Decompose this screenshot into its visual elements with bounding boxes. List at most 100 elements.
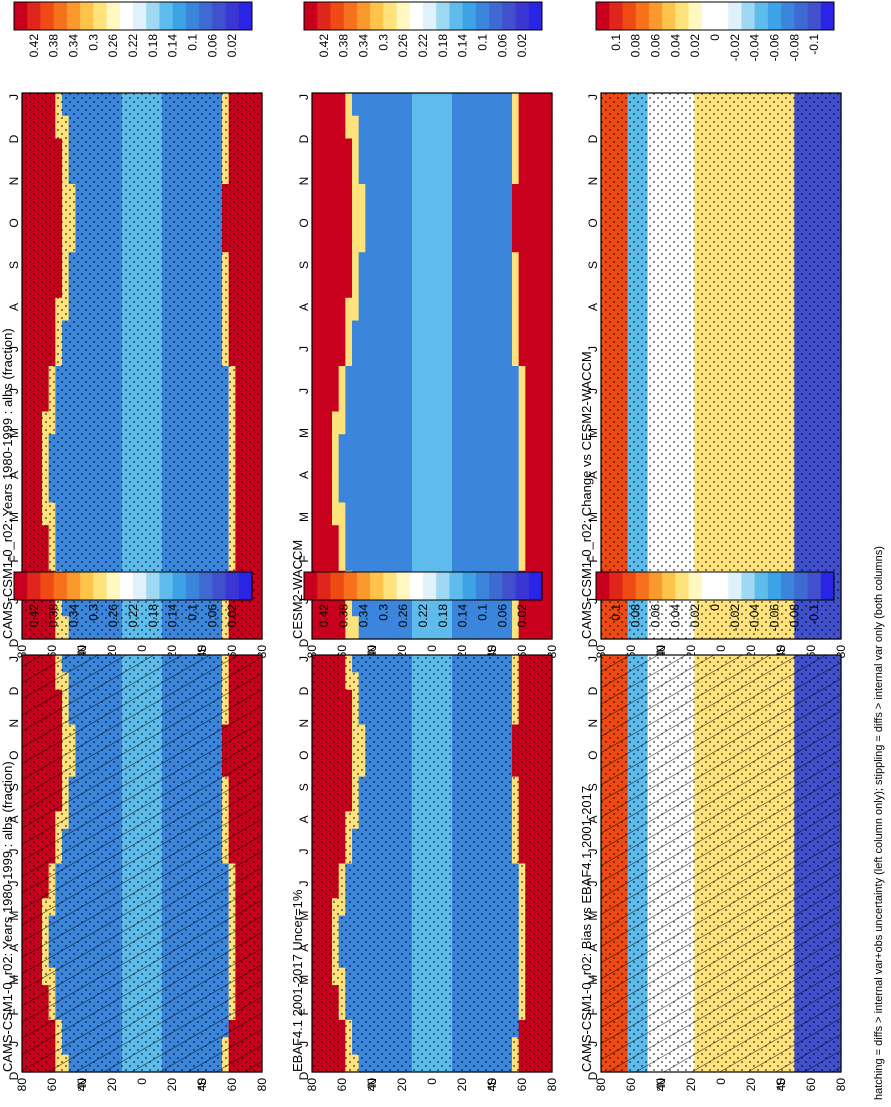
heatmap-cell xyxy=(498,161,506,185)
heatmap-cell xyxy=(505,229,513,253)
heatmap-cell xyxy=(425,184,433,208)
heatmap-cell xyxy=(385,184,393,208)
heatmap-cell xyxy=(385,93,393,117)
heatmap-cell xyxy=(392,502,400,526)
heatmap-cell xyxy=(512,502,520,526)
heatmap-cell xyxy=(365,206,373,231)
heatmap-cell xyxy=(485,161,493,185)
heatmap-cell xyxy=(492,366,500,390)
heatmap-cell xyxy=(512,434,520,458)
heatmap-cell xyxy=(472,184,480,208)
x-tick-label: N xyxy=(7,177,21,186)
heatmap-cell xyxy=(452,252,460,276)
heatmap-cell xyxy=(418,252,426,276)
x-tick-label: J xyxy=(7,346,21,352)
heatmap-cell xyxy=(405,411,413,435)
heatmap-cell xyxy=(492,479,500,504)
heatmap-cell xyxy=(365,343,373,367)
heatmap-cell xyxy=(525,206,533,231)
heatmap-cell xyxy=(385,502,393,526)
heatmap-cell xyxy=(358,479,366,504)
heatmap-cell xyxy=(538,388,546,413)
heatmap-cell xyxy=(445,411,453,435)
heatmap-cell xyxy=(372,229,380,253)
heatmap-cell xyxy=(505,138,513,162)
heatmap-cell xyxy=(438,275,446,299)
heatmap-cell xyxy=(345,206,353,231)
heatmap-cell xyxy=(478,343,486,367)
heatmap-cell xyxy=(338,457,346,481)
heatmap-cell xyxy=(358,343,366,367)
heatmap-cell xyxy=(312,411,320,435)
heatmap-cell xyxy=(312,206,320,231)
heatmap-cell xyxy=(378,229,386,253)
heatmap-cell xyxy=(445,457,453,481)
heatmap-cell xyxy=(485,479,493,504)
x-tick-label: J xyxy=(7,94,21,100)
heatmap-cell xyxy=(358,275,366,299)
heatmap-cell xyxy=(412,297,420,322)
heatmap-cell xyxy=(438,206,446,231)
heatmap-cell xyxy=(472,411,480,435)
heatmap-cell xyxy=(545,229,553,253)
x-tick-label: M xyxy=(297,975,311,985)
heatmap-cell xyxy=(545,320,553,344)
heatmap-cell xyxy=(378,502,386,526)
heatmap-cell xyxy=(405,297,413,322)
heatmap-cell xyxy=(412,252,420,276)
heatmap-cell xyxy=(485,93,493,117)
heatmap-cell xyxy=(478,411,486,435)
x-tick-label: J xyxy=(7,1041,21,1047)
x-tick-label: F xyxy=(586,555,600,562)
heatmap-cell xyxy=(498,457,506,481)
heatmap-cell xyxy=(492,161,500,185)
heatmap-cell xyxy=(318,297,326,322)
heatmap-cell xyxy=(412,502,420,526)
x-tick-label: A xyxy=(586,303,600,311)
y-tick-label: 80 xyxy=(305,1078,319,1092)
heatmap-cell xyxy=(332,525,340,549)
x-tick-label: M xyxy=(586,512,600,522)
heatmap-cell xyxy=(458,252,466,276)
heatmap-cell xyxy=(378,93,386,117)
heatmap-cell xyxy=(465,93,473,117)
heatmap-cell xyxy=(312,184,320,208)
heatmap-cell xyxy=(432,93,440,117)
heatmap-cell xyxy=(312,320,320,344)
heatmap-cell xyxy=(545,593,553,617)
heatmap-cell xyxy=(418,320,426,344)
heatmap-cell xyxy=(345,161,353,185)
heatmap-cell xyxy=(545,479,553,504)
heatmap-cell xyxy=(385,275,393,299)
heatmap-cell xyxy=(445,388,453,413)
heatmap-cell xyxy=(338,434,346,458)
x-tick-label: O xyxy=(586,218,600,227)
heatmap-cell xyxy=(412,184,420,208)
heatmap-cell xyxy=(465,457,473,481)
heatmap-cell xyxy=(325,320,333,344)
heatmap-cell xyxy=(498,320,506,344)
heatmap-cell xyxy=(398,115,406,140)
heatmap-cell xyxy=(512,479,520,504)
heatmap-cell xyxy=(518,502,526,526)
heatmap-cell xyxy=(498,275,506,299)
heatmap-cell xyxy=(472,548,480,572)
plot-frame xyxy=(311,654,553,1073)
heatmap-cell xyxy=(418,502,426,526)
heatmap-cell xyxy=(418,388,426,413)
heatmap-cell xyxy=(518,525,526,549)
heatmap-cell xyxy=(458,502,466,526)
heatmap-cell xyxy=(318,593,326,617)
heatmap-cell xyxy=(505,297,513,322)
heatmap-cell xyxy=(545,343,553,367)
heatmap-cell xyxy=(518,275,526,299)
heatmap-cell xyxy=(378,252,386,276)
heatmap-cell xyxy=(505,548,513,572)
heatmap-cell xyxy=(485,138,493,162)
heatmap-cell xyxy=(338,388,346,413)
heatmap-cell xyxy=(478,229,486,253)
heatmap-cell xyxy=(372,525,380,549)
heatmap-cell xyxy=(378,320,386,344)
heatmap-cell xyxy=(485,525,493,549)
y-tick-label: 80 xyxy=(15,1078,29,1092)
